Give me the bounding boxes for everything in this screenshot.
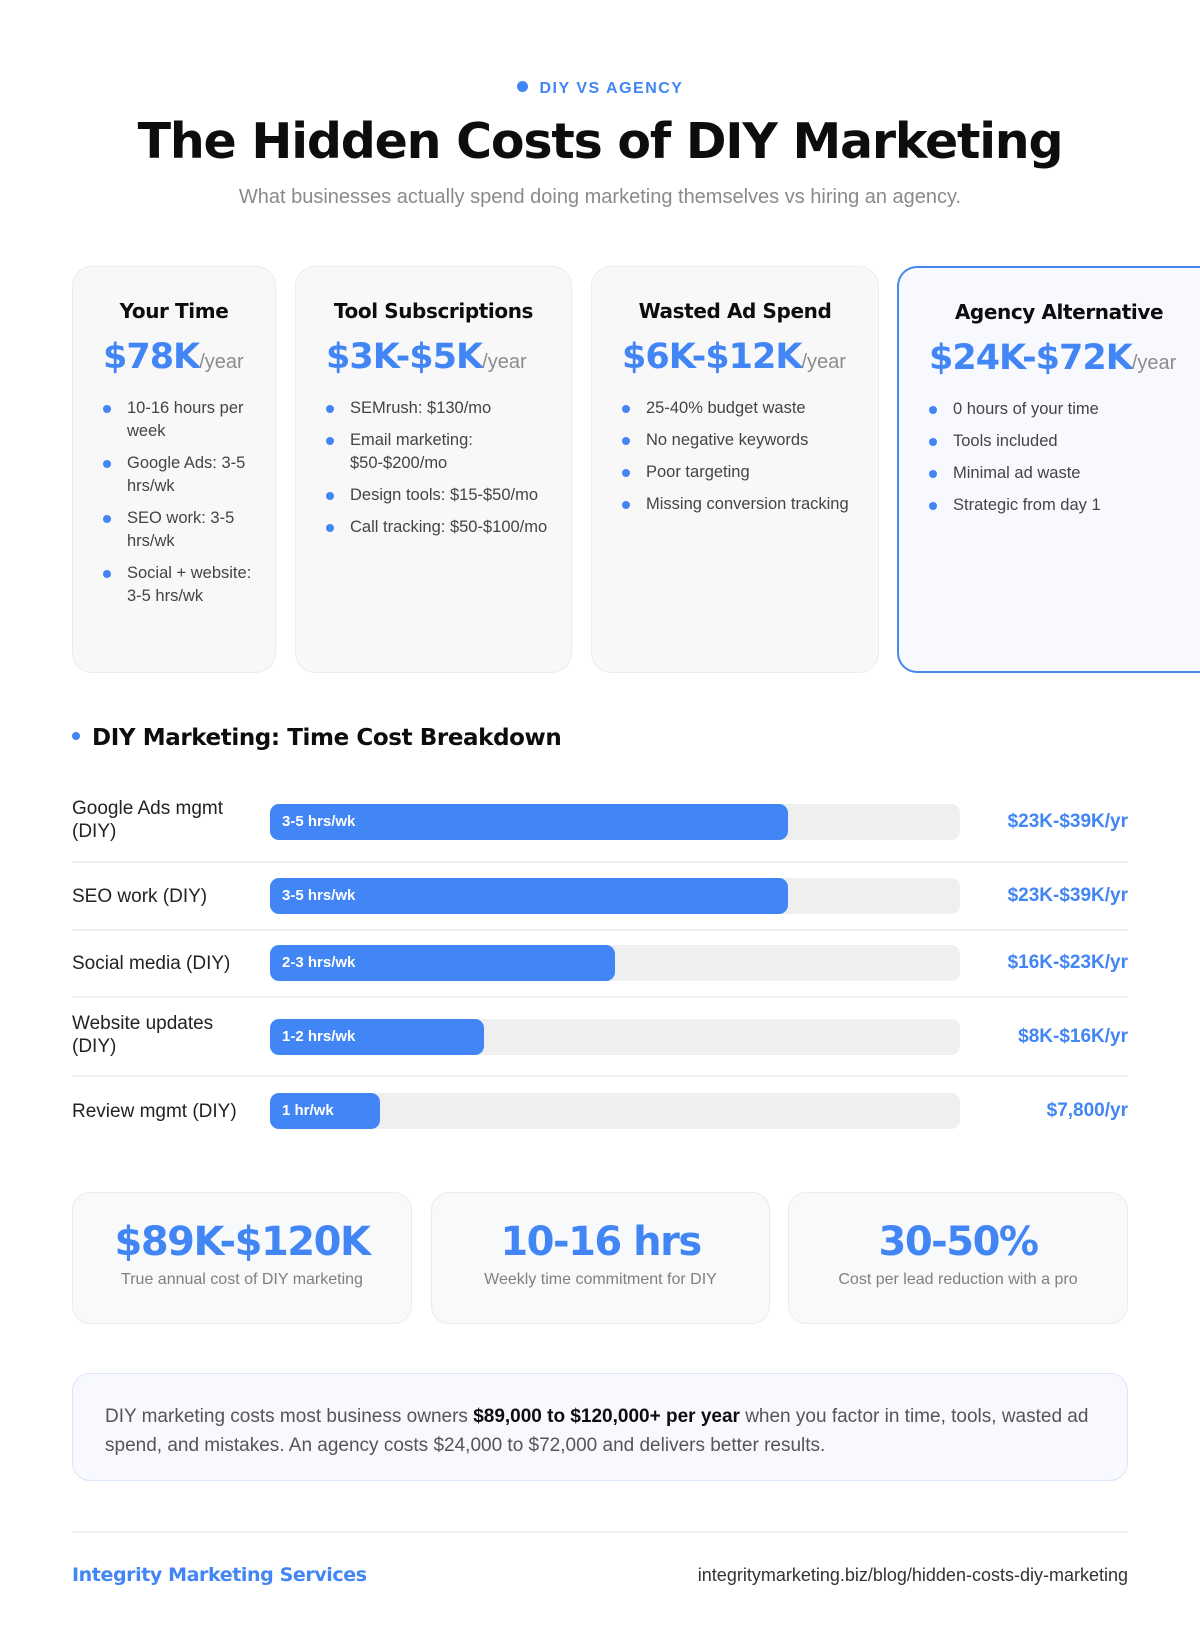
stat-card-weekly-time: 10-16 hrs Weekly time commitment for DIY: [431, 1192, 770, 1324]
summary-box: DIY marketing costs most business owners…: [72, 1373, 1128, 1481]
stat-label: Cost per lead reduction with a pro: [838, 1271, 1078, 1288]
row-label: Website updates (DIY): [72, 1013, 214, 1057]
section-heading-text: DIY Marketing: Time Cost Breakdown: [92, 725, 562, 751]
bar-fill: 2-3 hrs/wk: [270, 945, 615, 981]
summary-highlight: $89,000 to $120,000+ per year: [473, 1406, 740, 1427]
bar-track: 2-3 hrs/wk: [270, 945, 960, 981]
card-price: $78K/year: [73, 337, 275, 377]
stat-value: $89K-$120K: [114, 1219, 371, 1265]
card-list: 0 hours of your time Tools included Mini…: [899, 398, 1200, 517]
stat-card-annual-cost: $89K-$120K True annual cost of DIY marke…: [72, 1192, 412, 1324]
list-item: Google Ads: 3-5 hrs/wk: [103, 452, 259, 498]
list-item: Tools included: [929, 430, 1184, 453]
card-title: Wasted Ad Spend: [638, 299, 832, 323]
card-your-time: Your Time $78K/year 10-16 hours per week…: [72, 266, 276, 673]
bar-fill: 1 hr/wk: [270, 1093, 381, 1129]
footer-url[interactable]: integritymarketing.biz/blog/hidden-costs…: [697, 1565, 1128, 1585]
bar-track: 3-5 hrs/wk: [270, 804, 960, 840]
bullet-dot-icon: [516, 81, 528, 92]
bar-fill: 3-5 hrs/wk: [270, 804, 788, 840]
row-cost: $23K-$39K/yr: [1007, 811, 1128, 832]
row-label: Review mgmt (DIY): [72, 1101, 237, 1122]
stat-value: 30-50%: [878, 1219, 1039, 1265]
bar-hours: 2-3 hrs/wk: [282, 954, 356, 971]
card-title: Agency Alternative: [954, 300, 1164, 324]
list-item: No negative keywords: [622, 429, 862, 452]
card-title: Your Time: [119, 299, 229, 323]
list-item: 10-16 hours per week: [103, 397, 259, 443]
card-price: $3K-$5K/year: [296, 337, 571, 377]
eyebrow-text: DIY VS AGENCY: [539, 80, 684, 97]
card-amount: $3K-$5K: [326, 337, 483, 377]
list-item: Minimal ad waste: [929, 462, 1184, 485]
list-item: 25-40% budget waste: [622, 397, 862, 420]
bar-hours: 3-5 hrs/wk: [282, 813, 356, 830]
bar-fill: 3-5 hrs/wk: [270, 878, 788, 914]
list-item: SEO work: 3-5 hrs/wk: [103, 507, 259, 553]
list-item: SEMrush: $130/mo: [326, 397, 555, 420]
stat-label: Weekly time commitment for DIY: [484, 1271, 717, 1288]
stat-value: 10-16 hrs: [500, 1219, 702, 1265]
bar-track: 1-2 hrs/wk: [270, 1019, 960, 1055]
card-list: 25-40% budget waste No negative keywords…: [592, 397, 878, 516]
stat-label: True annual cost of DIY marketing: [121, 1271, 363, 1288]
bullet-dot-icon: [72, 732, 80, 740]
card-amount: $24K-$72K: [929, 338, 1133, 378]
card-agency-alternative: Agency Alternative $24K-$72K/year 0 hour…: [897, 266, 1200, 673]
list-item: Design tools: $15-$50/mo: [326, 484, 555, 507]
section-heading: DIY Marketing: Time Cost Breakdown: [72, 725, 562, 751]
row-divider: [72, 1075, 1128, 1077]
page-title: The Hidden Costs of DIY Marketing: [137, 113, 1064, 170]
bar-track: 3-5 hrs/wk: [270, 878, 960, 914]
row-divider: [72, 929, 1128, 931]
list-item: Poor targeting: [622, 461, 862, 484]
eyebrow-tag: DIY VS AGENCY: [0, 80, 1200, 98]
list-item: Missing conversion tracking: [622, 493, 862, 516]
card-list: 10-16 hours per week Google Ads: 3-5 hrs…: [73, 397, 275, 608]
card-amount: $78K: [103, 337, 200, 377]
card-period: /year: [1131, 352, 1177, 374]
row-label: Social media (DIY): [72, 953, 231, 974]
card-amount: $6K-$12K: [622, 337, 802, 377]
list-item: Email marketing: $50-$200/mo: [326, 429, 555, 475]
row-divider: [72, 861, 1128, 863]
page-subtitle: What businesses actually spend doing mar…: [238, 186, 962, 208]
stat-card-cpl-reduction: 30-50% Cost per lead reduction with a pr…: [788, 1192, 1128, 1324]
row-cost: $16K-$23K/yr: [1007, 952, 1128, 973]
list-item: 0 hours of your time: [929, 398, 1184, 421]
card-price: $24K-$72K/year: [899, 338, 1200, 378]
footer-brand: Integrity Marketing Services: [72, 1564, 367, 1586]
row-cost: $7,800/yr: [1046, 1100, 1128, 1121]
card-title: Tool Subscriptions: [333, 299, 534, 323]
summary-text-end: when you factor in time, tools, wasted a…: [105, 1406, 1089, 1456]
card-wasted-ad-spend: Wasted Ad Spend $6K-$12K/year 25-40% bud…: [591, 266, 879, 673]
card-list: SEMrush: $130/mo Email marketing: $50-$2…: [296, 397, 571, 539]
bar-fill: 1-2 hrs/wk: [270, 1019, 484, 1055]
row-cost: $23K-$39K/yr: [1007, 885, 1128, 906]
row-divider: [72, 996, 1128, 998]
bar-hours: 3-5 hrs/wk: [282, 887, 356, 904]
list-item: Strategic from day 1: [929, 494, 1184, 517]
card-period: /year: [482, 351, 527, 373]
list-item: Call tracking: $50-$100/mo: [326, 516, 555, 539]
bar-hours: 1-2 hrs/wk: [282, 1028, 356, 1045]
row-label: Google Ads mgmt (DIY): [72, 798, 224, 842]
card-period: /year: [801, 351, 846, 373]
bar-hours: 1 hr/wk: [282, 1102, 334, 1119]
list-item: Social + website: 3-5 hrs/wk: [103, 562, 259, 608]
card-price: $6K-$12K/year: [592, 337, 878, 377]
summary-text-start: DIY marketing costs most business owners: [105, 1406, 474, 1427]
card-period: /year: [199, 351, 244, 373]
row-cost: $8K-$16K/yr: [1018, 1026, 1128, 1047]
row-label: SEO work (DIY): [72, 886, 208, 907]
bar-track: 1 hr/wk: [270, 1093, 960, 1129]
card-tool-subscriptions: Tool Subscriptions $3K-$5K/year SEMrush:…: [295, 266, 572, 673]
footer-divider: [72, 1531, 1128, 1533]
